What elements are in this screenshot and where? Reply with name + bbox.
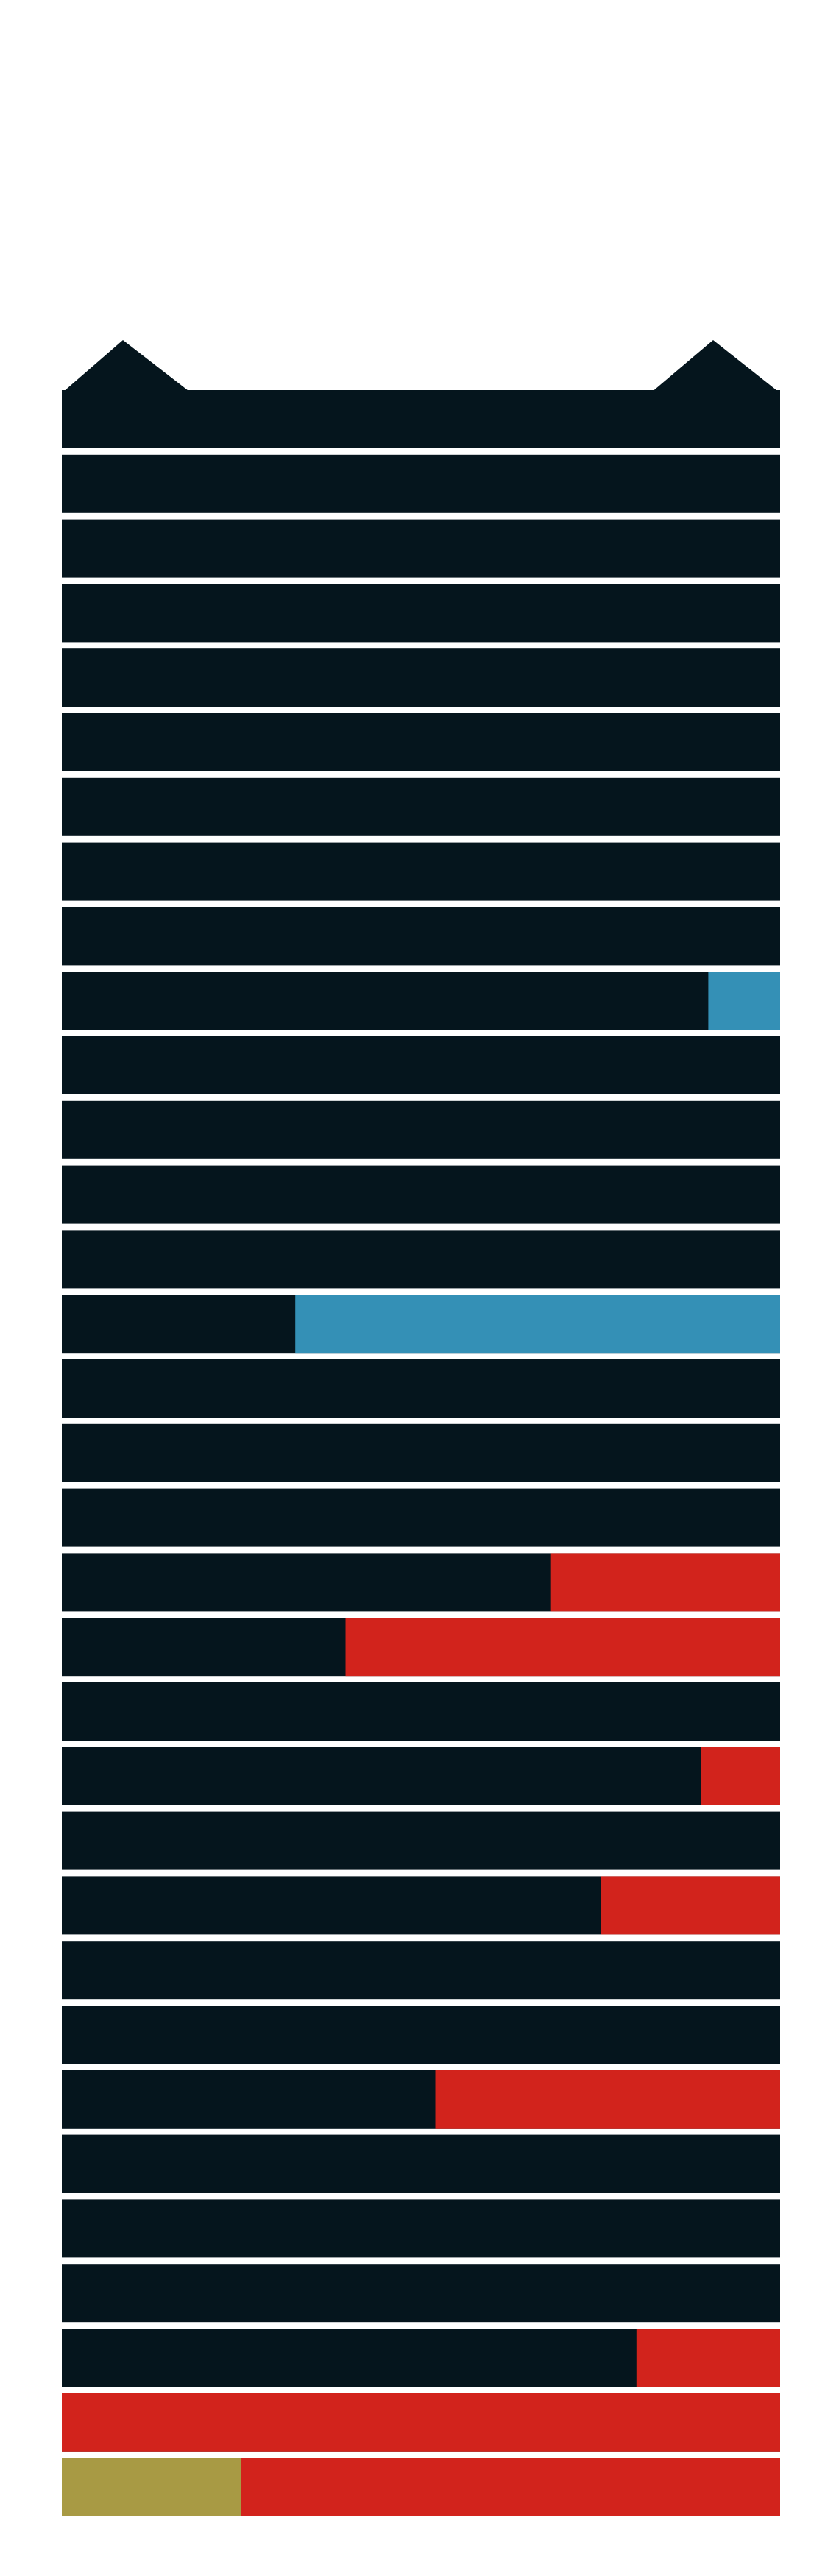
bar-row-27-segment-2 [435,2070,780,2129]
bar-row-28-base [62,2134,780,2193]
bar-row-9-base [62,907,780,966]
bar-row-19-segment-2 [550,1553,780,1612]
bar-row-17-base [62,1423,780,1482]
bar-row-33-segment-3 [62,2458,241,2516]
bar-row-32-segment-2 [62,2393,780,2452]
bar-row-16-base [62,1359,780,1418]
bar-row-10-base [62,972,780,1030]
bar-row-33-segment-2 [241,2458,780,2516]
bar-row-14-base [62,1230,780,1289]
bar-row-2-base [62,454,780,513]
bar-row-22-base [62,1747,780,1805]
bar-row-24-segment-2 [601,1876,780,1935]
bar-row-13-base [62,1165,780,1224]
bar-row-29-base [62,2199,780,2258]
bar-row-23-base [62,1811,780,1870]
bar-row-5-base [62,648,780,707]
bar-row-3-base [62,519,780,578]
bar-row-18-base [62,1488,780,1547]
bar-row-12-base [62,1100,780,1159]
bar-row-7-base [62,777,780,836]
bar-row-26-base [62,2006,780,2064]
bar-row-31-segment-2 [636,2329,780,2387]
bar-row-22-segment-2 [701,1747,780,1805]
bar-row-21-base [62,1682,780,1741]
bar-row-11-base [62,1036,780,1094]
bar-row-10-segment-1 [708,972,780,1030]
bar-row-20-segment-2 [345,1618,780,1677]
bar-row-25-base [62,1941,780,2000]
bar-row-6-base [62,713,780,771]
chart-background [62,340,780,397]
header-cap-shape [62,340,780,393]
bars-layer [62,390,780,2516]
bar-row-8-base [62,842,780,901]
bar-row-15-segment-1 [295,1295,780,1354]
bar-row-4-base [62,584,780,643]
bar-row-30-base [62,2264,780,2323]
bar-row-1-base [62,390,780,448]
